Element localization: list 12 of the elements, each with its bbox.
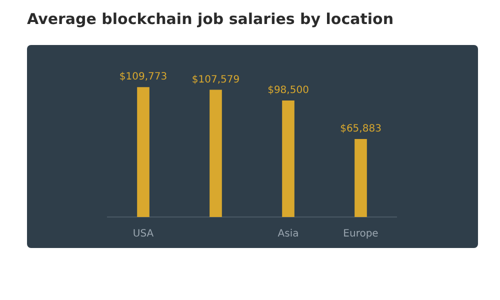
x-tick-label: USA	[132, 228, 154, 240]
data-label: $98,500	[268, 85, 309, 96]
data-label: $107,579	[192, 74, 240, 86]
chart-title: Average blockchain job salaries by location	[27, 10, 394, 28]
bar	[354, 139, 367, 217]
bar	[137, 87, 150, 217]
data-label: $65,883	[340, 124, 382, 135]
x-tick-label: Europe	[343, 228, 378, 240]
x-tick-label: Asia	[278, 228, 299, 240]
bar	[210, 90, 222, 217]
data-label: $109,773	[119, 72, 168, 83]
bar	[282, 100, 294, 217]
